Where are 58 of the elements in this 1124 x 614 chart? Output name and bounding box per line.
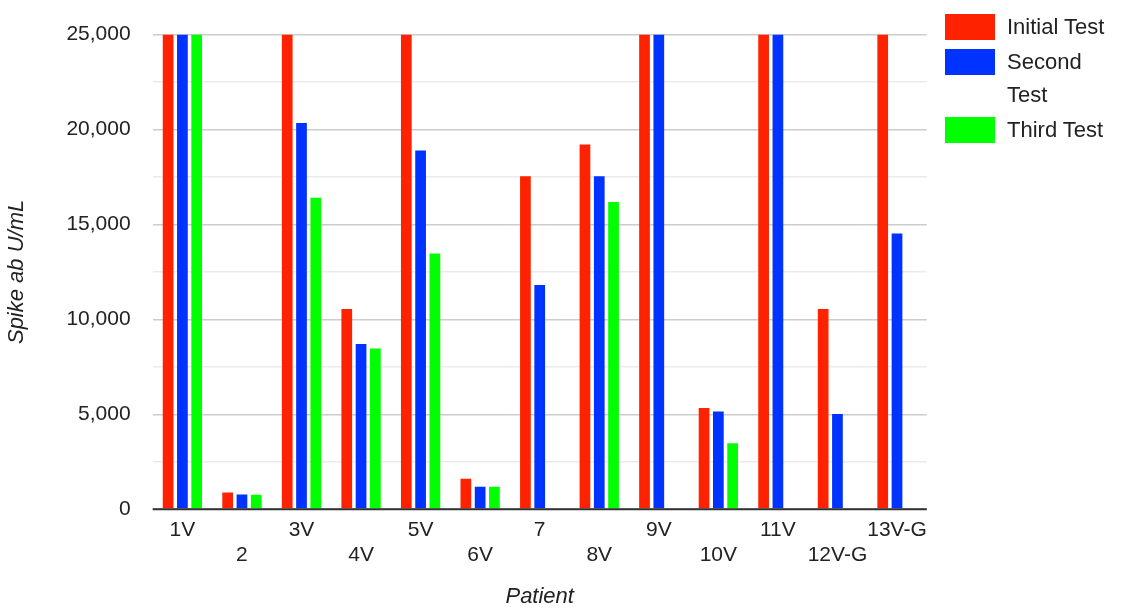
bar <box>355 344 367 509</box>
bar <box>832 413 843 509</box>
y-tick-label: 10,000 <box>66 306 131 330</box>
y-tick-label: 0 <box>118 496 131 519</box>
x-axis-title: Patient <box>505 582 575 608</box>
bar <box>772 34 784 509</box>
bar <box>191 34 203 509</box>
x-tick-label: 10V <box>699 541 738 565</box>
x-tick-label: 1V <box>169 516 196 540</box>
y-tick-label: 25,000 <box>66 21 131 45</box>
bar <box>474 486 486 509</box>
bar <box>296 122 307 509</box>
x-tick-label: 7 <box>533 516 546 540</box>
legend-label: Initial Test <box>1007 13 1106 41</box>
bar <box>177 34 188 509</box>
bar <box>579 144 591 509</box>
x-tick-label: 2 <box>236 541 248 565</box>
x-tick-label: 11V <box>760 516 796 540</box>
bar <box>817 308 829 509</box>
y-axis-title: Spike ab U/mL <box>3 199 29 345</box>
x-tick-label: 6V <box>467 541 493 565</box>
bar <box>250 494 262 509</box>
x-tick-label: 9V <box>645 516 672 540</box>
bar <box>712 411 724 509</box>
bar <box>727 443 738 509</box>
bar <box>429 253 441 509</box>
bar <box>460 478 472 509</box>
bar <box>639 34 650 509</box>
x-tick-label: 5V <box>407 516 434 540</box>
bar <box>162 34 174 509</box>
bar <box>877 34 889 509</box>
legend-label: Second Test <box>1007 48 1083 109</box>
bar <box>222 492 234 509</box>
bar <box>653 34 665 509</box>
bar <box>534 285 546 509</box>
bar <box>369 348 381 509</box>
bar <box>310 197 322 509</box>
y-tick-label: 15,000 <box>66 211 131 235</box>
legend-label: Third Test <box>1007 116 1105 144</box>
bar <box>400 34 412 509</box>
bar <box>415 150 426 509</box>
bar <box>520 176 531 509</box>
y-tick-label: 20,000 <box>66 116 131 140</box>
x-tick-label: 3V <box>288 516 315 540</box>
bar <box>341 308 353 509</box>
bar <box>281 34 293 509</box>
bar <box>593 176 605 509</box>
x-tick-label: 8V <box>586 541 613 565</box>
x-tick-label: 4V <box>348 541 374 565</box>
bar <box>236 494 248 509</box>
bar <box>891 233 903 509</box>
bar <box>758 34 769 509</box>
bar <box>489 486 500 509</box>
bar <box>698 408 710 509</box>
bar <box>608 202 619 509</box>
x-tick-label: 13V-G <box>867 516 927 540</box>
x-tick-label: 12V-G <box>807 541 868 565</box>
y-tick-label: 5,000 <box>78 401 131 425</box>
